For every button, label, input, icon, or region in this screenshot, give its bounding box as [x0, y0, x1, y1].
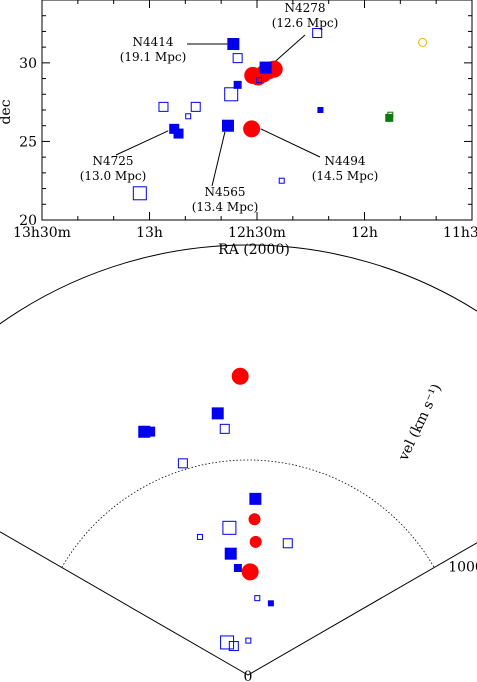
data-point [259, 61, 272, 74]
data-point [241, 563, 259, 581]
data-point [221, 119, 234, 132]
x-tick-label: 13h30m [13, 225, 71, 241]
data-point [173, 128, 184, 139]
data-point [224, 547, 237, 560]
data-point [145, 426, 156, 437]
data-point [278, 177, 285, 184]
top-scatter-points [132, 28, 428, 201]
annotation-distance: (13.4 Mpc) [192, 200, 259, 214]
top-plot-frame [41, 0, 473, 221]
data-point [418, 37, 428, 47]
x-tick-label: 13h [136, 225, 163, 241]
top-x-axis-title: RA (2000) [218, 242, 290, 258]
data-point [244, 66, 262, 84]
data-point [224, 87, 239, 102]
data-point [132, 186, 147, 201]
data-point [245, 637, 252, 644]
wedge-1000-arc [61, 459, 435, 568]
callout-line [211, 131, 226, 187]
wedge-tick-labels: 010002000 [244, 560, 477, 682]
data-point [220, 635, 235, 650]
data-point [185, 113, 192, 120]
wedge-scatter-points [138, 367, 293, 652]
annotation-distance: (13.0 Mpc) [80, 169, 147, 183]
y-tick-label: 20 [19, 213, 37, 229]
data-point [254, 595, 261, 602]
callout-line [115, 130, 169, 156]
annotation-name: N4278 [284, 1, 325, 15]
top-annotations: N4278(12.6 Mpc) N4414(19.1 Mpc) N4725(13.0… [80, 1, 379, 214]
data-point [222, 520, 237, 535]
data-point [248, 513, 261, 526]
data-point [177, 458, 188, 469]
dec-ra-panel: 13h30m 13h 12h30m 12h 11h30m 20 25 30 RA (2000)… [0, 0, 477, 258]
y-tick-label: 30 [19, 56, 37, 72]
top-y-axis-title: dec [0, 99, 14, 124]
data-point [385, 113, 394, 122]
x-tick-label: 12h30m [228, 225, 286, 241]
callout-line [260, 128, 321, 158]
data-point [317, 107, 324, 113]
data-point [196, 533, 203, 540]
data-point [312, 28, 323, 38]
wedge-outline [0, 244, 477, 676]
data-point [249, 535, 262, 548]
annotation-distance: (12.6 Mpc) [272, 16, 339, 30]
top-tick-labels: 13h30m 13h 12h30m 12h 11h30m 20 25 30 [13, 56, 477, 241]
data-point [228, 641, 239, 652]
data-point [267, 600, 274, 607]
top-ticks [41, 0, 473, 221]
data-point [243, 120, 261, 138]
data-point [158, 101, 169, 112]
data-point [232, 53, 243, 64]
data-point [231, 367, 249, 385]
data-point [256, 77, 263, 84]
wedge-tick-label: 1000 [448, 560, 477, 576]
data-point [249, 492, 262, 505]
annotation-name: N4565 [204, 185, 245, 199]
wedge-axis-title: vel (km s⁻¹) [395, 382, 445, 464]
annotation-name: N4725 [92, 154, 133, 168]
y-tick-label: 25 [19, 134, 37, 150]
wedge-tick-label: 0 [244, 669, 253, 682]
annotation-distance: (19.1 Mpc) [120, 50, 187, 64]
data-point [190, 101, 201, 112]
annotation-distance: (14.5 Mpc) [312, 169, 379, 183]
x-tick-label: 11h30m [443, 225, 477, 241]
data-point [387, 111, 394, 118]
x-tick-label: 12h [351, 225, 378, 241]
annotation-name: N4414 [132, 35, 173, 49]
data-point [282, 538, 293, 549]
data-point [219, 423, 230, 434]
annotation-name: N4494 [324, 154, 365, 168]
data-point [211, 407, 224, 420]
velocity-wedge-panel: 010002000 vel (km s⁻¹) [0, 244, 477, 682]
data-point [233, 563, 242, 572]
data-point [227, 38, 240, 50]
